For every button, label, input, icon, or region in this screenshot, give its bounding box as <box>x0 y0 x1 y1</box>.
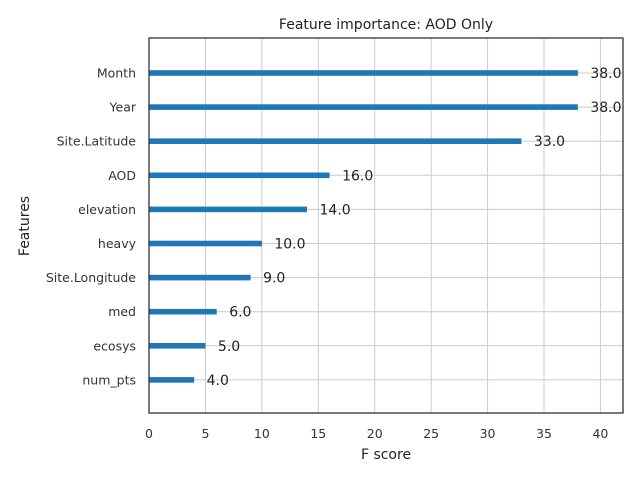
x-tick-label: 15 <box>310 426 326 441</box>
bar <box>149 240 262 247</box>
y-tick-label: Site.Latitude <box>57 134 137 149</box>
bar <box>149 70 578 76</box>
y-tick-label: med <box>108 304 136 319</box>
data-label: 10.0 <box>274 237 305 253</box>
bar <box>149 104 578 110</box>
y-axis-label: Features <box>17 196 33 256</box>
bar <box>149 172 330 179</box>
data-label: 16.0 <box>342 168 373 184</box>
data-label: 38.0 <box>590 100 621 116</box>
bar <box>149 138 522 144</box>
data-labels: 38.0 38.0 33.0 16.0 14.0 10.0 9.0 6.0 5.0 4.0 <box>207 66 622 389</box>
data-label: 33.0 <box>534 134 565 150</box>
bar <box>149 206 307 213</box>
x-tick-label: 35 <box>536 426 552 441</box>
bar <box>149 308 217 315</box>
x-tick-label: 10 <box>254 426 270 441</box>
bar <box>149 274 251 281</box>
y-tick-label: Year <box>109 100 137 115</box>
x-tick-label: 5 <box>201 426 209 441</box>
bars <box>149 70 578 383</box>
bar <box>149 377 195 383</box>
data-label: 6.0 <box>229 305 251 321</box>
plot-frame <box>148 37 624 414</box>
y-tick-label: elevation <box>78 202 136 217</box>
grid <box>148 38 623 413</box>
bar <box>149 343 206 349</box>
y-axis-ticks: Month Year Site.Latitude AOD elevation heavy S… <box>46 66 137 388</box>
y-tick-label: AOD <box>108 168 136 183</box>
y-tick-label: Site.Longitude <box>46 270 136 285</box>
data-label: 4.0 <box>207 373 229 389</box>
data-label: 14.0 <box>320 202 351 218</box>
data-label: 38.0 <box>590 66 621 82</box>
x-tick-label: 0 <box>145 426 153 441</box>
x-tick-label: 20 <box>367 426 383 441</box>
y-tick-label: Month <box>97 66 136 81</box>
data-label: 5.0 <box>218 339 240 355</box>
y-tick-label: heavy <box>98 236 137 251</box>
x-axis-ticks: 0 5 10 15 20 25 30 35 40 <box>145 426 608 441</box>
x-tick-label: 30 <box>480 426 496 441</box>
x-tick-label: 40 <box>592 426 608 441</box>
y-tick-label: num_pts <box>82 372 136 387</box>
y-tick-label: ecosys <box>93 338 136 353</box>
data-label: 9.0 <box>263 271 285 287</box>
x-tick-label: 25 <box>423 426 439 441</box>
x-axis-label: F score <box>361 447 411 463</box>
chart-title: Feature importance: AOD Only <box>279 17 493 33</box>
